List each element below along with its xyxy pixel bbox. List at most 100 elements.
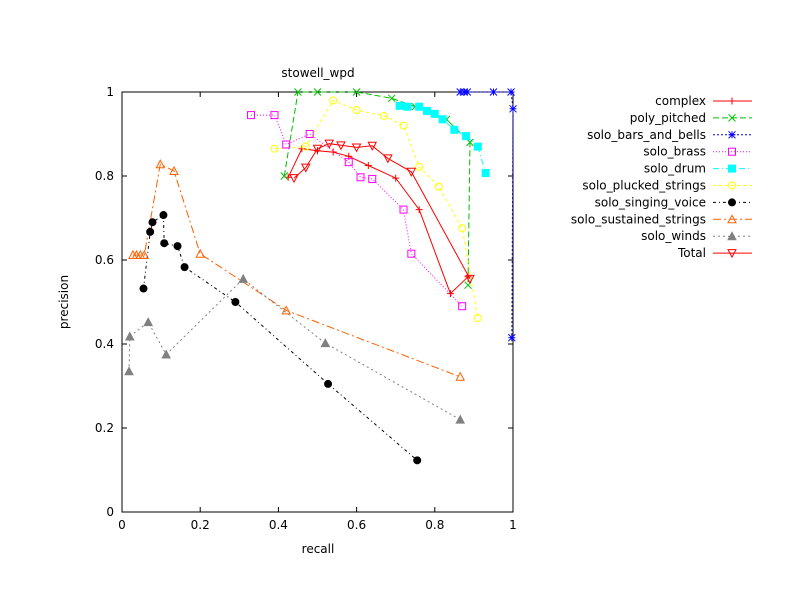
data-point-solo_brass bbox=[356, 173, 365, 182]
chart-title: stowell_wpd bbox=[281, 66, 354, 80]
data-point-solo_plucked_strings bbox=[270, 144, 279, 153]
data-point-Total bbox=[300, 163, 311, 173]
x-tick-label: 0.8 bbox=[425, 518, 444, 532]
y-tick-label: 1 bbox=[106, 85, 114, 99]
x-tick-label: 0 bbox=[118, 518, 126, 532]
data-point-solo_drum bbox=[415, 102, 424, 111]
data-point-poly_pitched bbox=[387, 94, 396, 103]
data-point-solo_brass bbox=[270, 111, 279, 120]
data-point-solo_plucked_strings bbox=[329, 96, 338, 105]
data-point-solo_sustained_strings bbox=[195, 248, 206, 258]
legend-marker bbox=[728, 164, 736, 173]
data-point-solo_brass bbox=[247, 111, 256, 120]
legend-label: solo_bars_and_bells bbox=[587, 128, 706, 142]
data-point-solo_drum bbox=[481, 169, 490, 178]
data-point-solo_plucked_strings bbox=[473, 313, 482, 322]
data-point-solo_winds bbox=[124, 366, 134, 376]
data-point-solo_winds bbox=[161, 349, 172, 359]
data-point-solo_singing_voice bbox=[160, 239, 169, 248]
data-point-solo_plucked_strings bbox=[301, 142, 310, 151]
y-tick-label: 0.6 bbox=[95, 253, 114, 267]
series-line-solo_brass bbox=[251, 114, 463, 307]
data-point-solo_sustained_strings bbox=[281, 305, 292, 315]
data-point-complex bbox=[329, 148, 337, 156]
data-point-complex bbox=[415, 206, 423, 214]
data-point-Total bbox=[289, 174, 299, 184]
data-point-solo_drum bbox=[403, 102, 412, 111]
data-point-solo_bars_and_bells bbox=[507, 88, 515, 96]
data-point-Total bbox=[406, 167, 417, 177]
data-point-solo_plucked_strings bbox=[434, 182, 443, 191]
series-line-poly_pitched bbox=[283, 91, 471, 286]
x-tick-label: 0.4 bbox=[269, 518, 288, 532]
data-point-solo_brass bbox=[344, 158, 353, 167]
data-point-complex bbox=[392, 174, 400, 182]
data-point-solo_sustained_strings bbox=[155, 159, 166, 169]
series-line-solo_bars_and_bells bbox=[460, 91, 514, 338]
data-point-solo_plucked_strings bbox=[415, 162, 424, 171]
data-point-Total bbox=[324, 139, 335, 149]
data-point-solo_bars_and_bells bbox=[489, 88, 498, 96]
data-point-solo_brass bbox=[282, 140, 291, 149]
legend-marker bbox=[728, 198, 736, 207]
y-axis-label: precision bbox=[57, 275, 71, 329]
y-tick-label: 0.2 bbox=[95, 421, 114, 435]
data-point-solo_singing_voice bbox=[148, 218, 157, 227]
data-point-solo_singing_voice bbox=[324, 379, 333, 388]
data-point-Total bbox=[351, 143, 362, 153]
series-line-solo_sustained_strings bbox=[132, 163, 461, 378]
data-point-solo_winds bbox=[455, 414, 466, 424]
data-point-solo_singing_voice bbox=[231, 298, 240, 306]
data-point-solo_drum bbox=[430, 109, 439, 118]
legend-label: solo_brass bbox=[643, 145, 706, 159]
legend-marker bbox=[727, 231, 737, 241]
legend-label: solo_singing_voice bbox=[595, 195, 706, 209]
data-point-Total bbox=[336, 141, 346, 151]
data-point-solo_brass bbox=[407, 249, 416, 258]
data-point-solo_singing_voice bbox=[173, 242, 182, 251]
data-point-complex bbox=[446, 290, 454, 298]
data-point-solo_plucked_strings bbox=[379, 111, 388, 120]
data-point-solo_brass bbox=[368, 174, 377, 183]
data-point-solo_winds bbox=[124, 331, 135, 341]
data-point-poly_pitched bbox=[352, 88, 361, 96]
data-point-solo_singing_voice bbox=[413, 456, 422, 465]
data-point-solo_drum bbox=[450, 125, 459, 134]
data-point-solo_winds bbox=[320, 338, 331, 348]
x-axis-label: recall bbox=[302, 542, 335, 556]
data-point-solo_drum bbox=[395, 101, 404, 110]
data-point-solo_bars_and_bells bbox=[507, 333, 516, 342]
legend-marker bbox=[728, 181, 736, 190]
y-tick-label: 0.4 bbox=[95, 337, 114, 351]
data-point-solo_plucked_strings bbox=[399, 121, 408, 130]
data-point-solo_sustained_strings bbox=[455, 371, 466, 381]
data-point-solo_sustained_strings bbox=[139, 249, 150, 259]
series-line-solo_winds bbox=[128, 278, 461, 421]
data-point-poly_pitched bbox=[280, 172, 289, 180]
legend-label: poly_pitched bbox=[630, 111, 706, 125]
legend-marker bbox=[728, 97, 736, 105]
data-point-Total bbox=[312, 144, 323, 154]
plot-frame bbox=[121, 91, 514, 513]
legend-label: solo_drum bbox=[644, 162, 706, 176]
series-line-solo_singing_voice bbox=[143, 214, 418, 461]
legend-marker bbox=[727, 214, 737, 224]
data-point-Total bbox=[383, 154, 393, 164]
legend-label: solo_winds bbox=[641, 229, 706, 243]
legend-marker bbox=[728, 130, 736, 139]
data-point-solo_brass bbox=[458, 302, 467, 311]
legend-marker bbox=[728, 114, 736, 122]
data-point-solo_bars_and_bells bbox=[509, 104, 517, 113]
data-point-solo_drum bbox=[422, 106, 431, 115]
legend-marker bbox=[728, 147, 736, 156]
data-point-solo_sustained_strings bbox=[169, 165, 179, 175]
x-tick-label: 0.6 bbox=[347, 518, 366, 532]
data-point-Total bbox=[367, 141, 378, 151]
data-point-solo_brass bbox=[305, 130, 314, 138]
data-point-solo_plucked_strings bbox=[458, 224, 467, 233]
data-point-poly_pitched bbox=[313, 88, 322, 96]
x-tick-label: 1 bbox=[509, 518, 517, 532]
data-point-complex bbox=[364, 162, 372, 169]
data-point-solo_singing_voice bbox=[159, 211, 168, 220]
data-point-solo_brass bbox=[399, 205, 408, 214]
